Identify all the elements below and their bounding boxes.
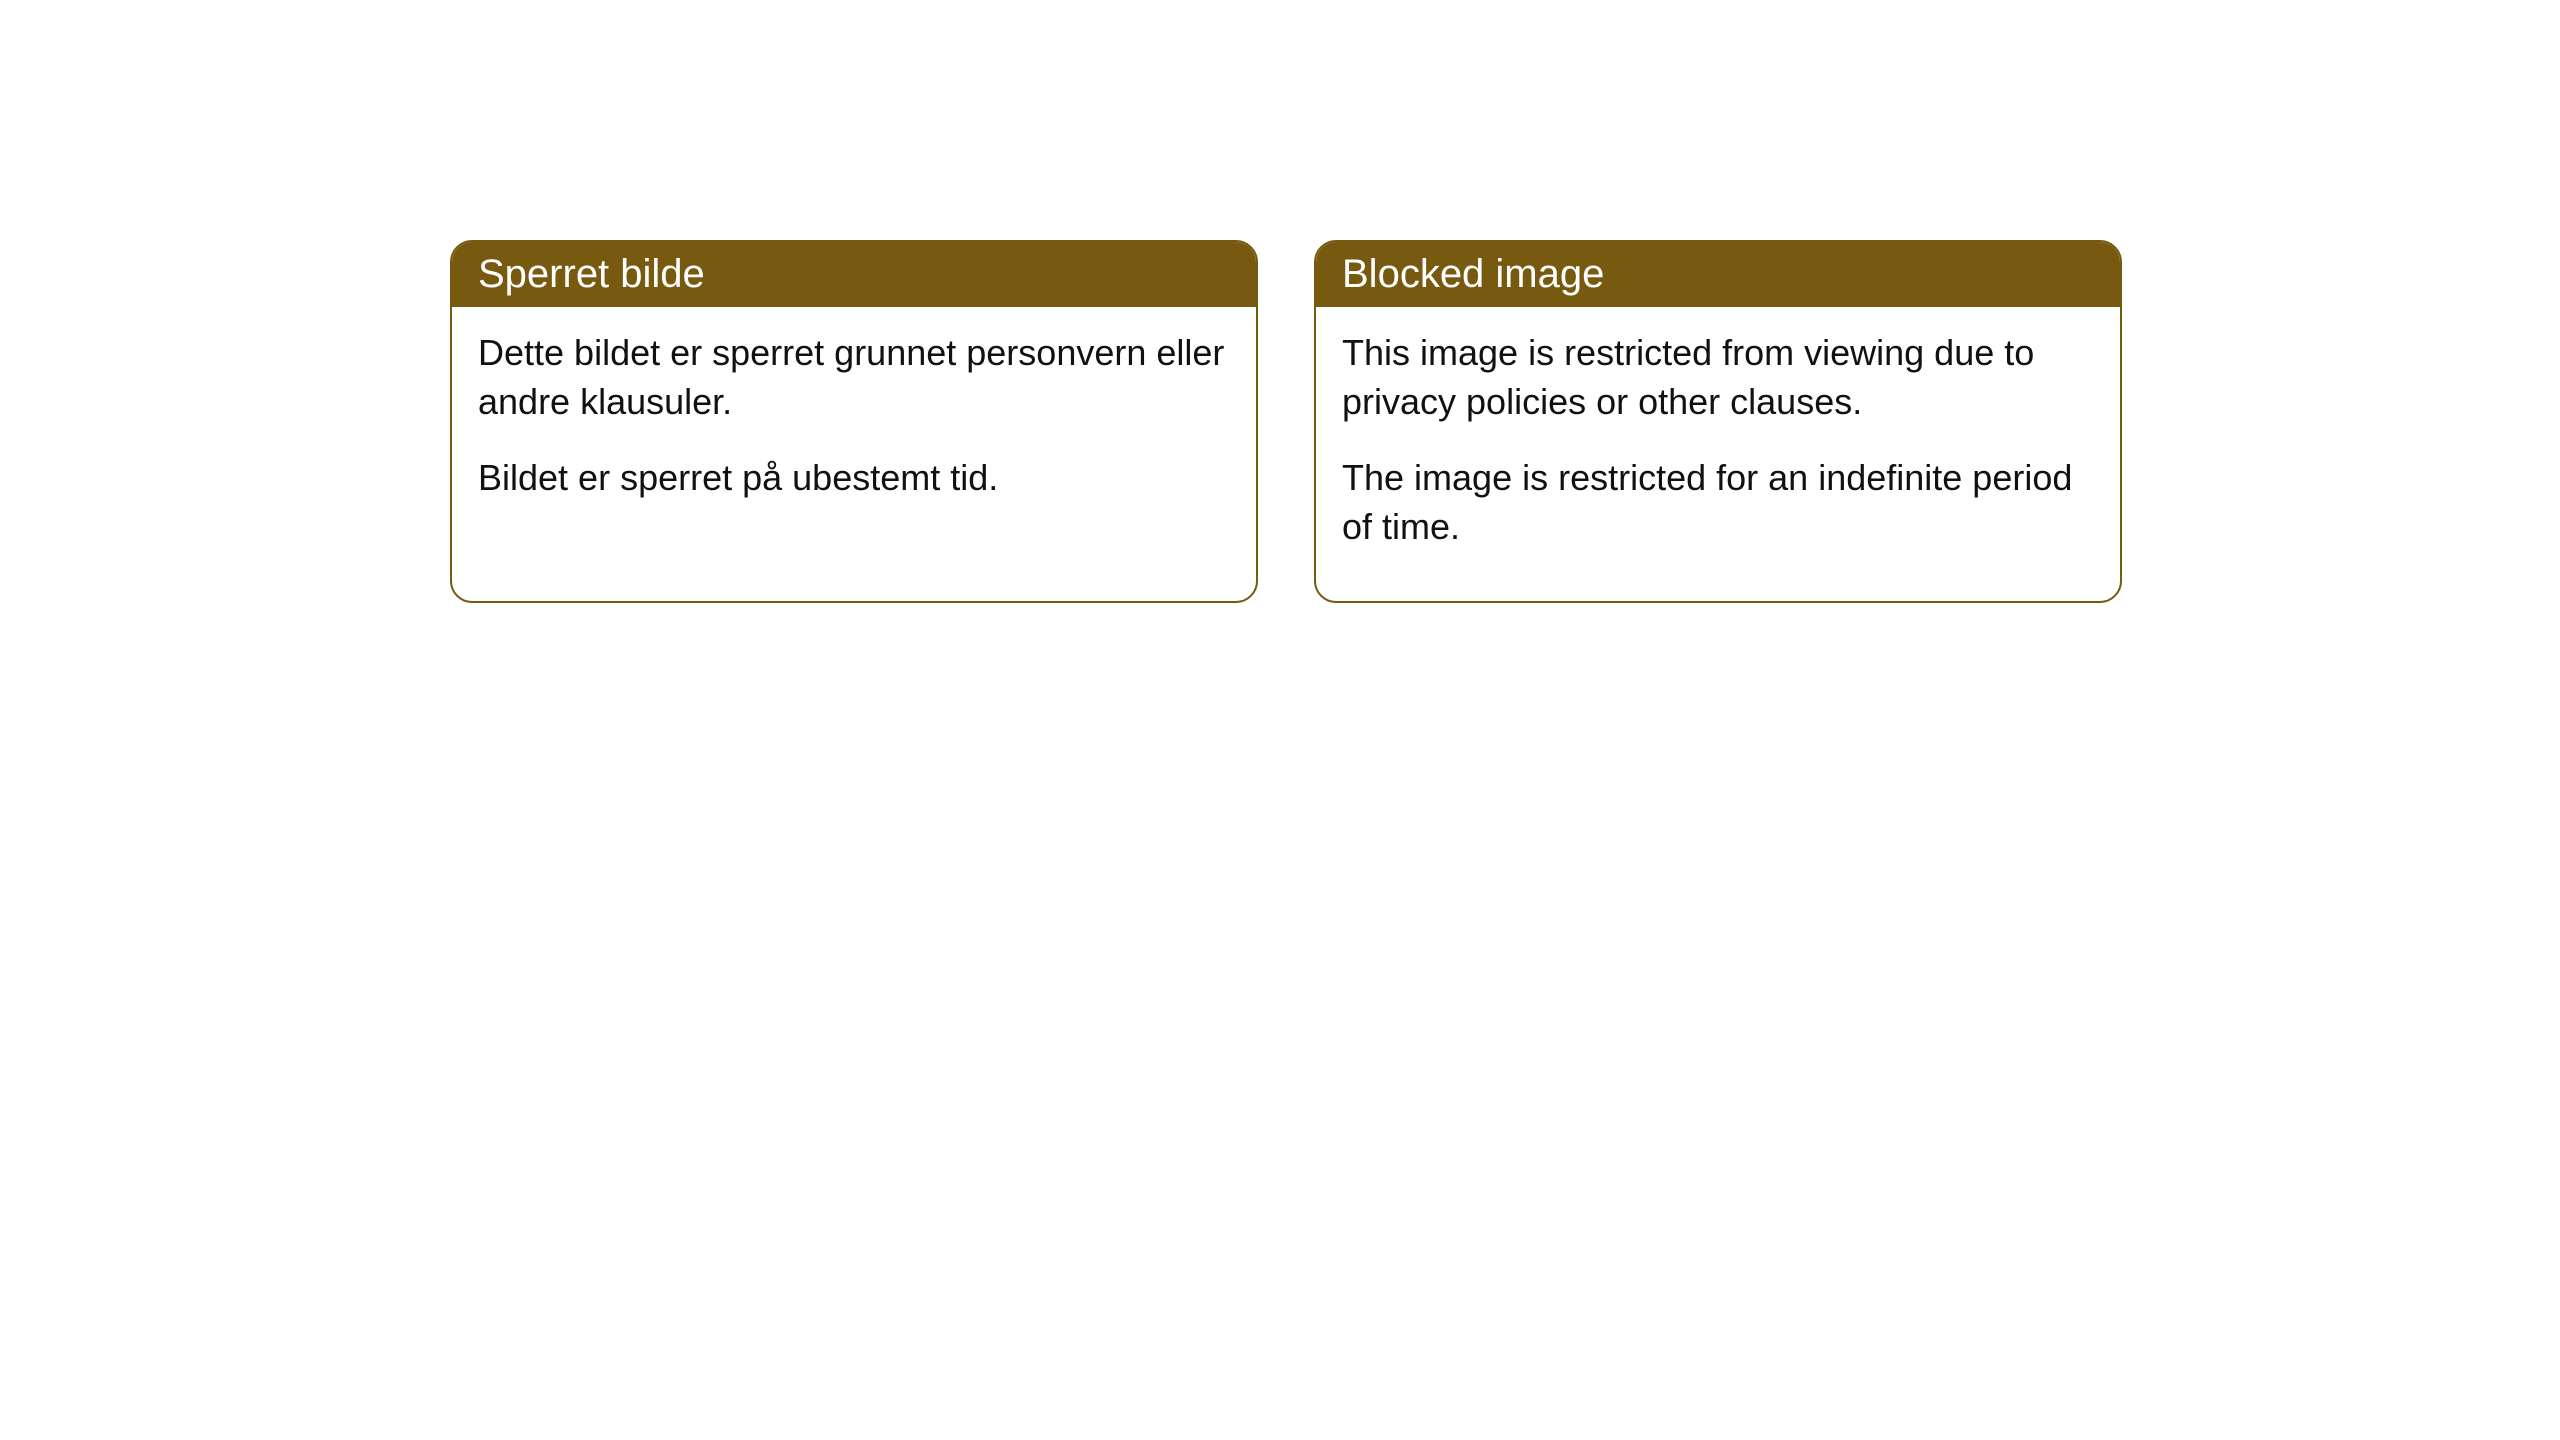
card-paragraph: Dette bildet er sperret grunnet personve… [478, 329, 1230, 426]
card-norwegian: Sperret bilde Dette bildet er sperret gr… [450, 240, 1258, 603]
card-header-english: Blocked image [1316, 242, 2120, 307]
card-english: Blocked image This image is restricted f… [1314, 240, 2122, 603]
card-body-english: This image is restricted from viewing du… [1316, 307, 2120, 601]
card-paragraph: This image is restricted from viewing du… [1342, 329, 2094, 426]
card-body-norwegian: Dette bildet er sperret grunnet personve… [452, 307, 1256, 553]
card-header-norwegian: Sperret bilde [452, 242, 1256, 307]
card-paragraph: Bildet er sperret på ubestemt tid. [478, 454, 1230, 503]
card-title: Sperret bilde [478, 252, 705, 296]
card-paragraph: The image is restricted for an indefinit… [1342, 454, 2094, 551]
cards-container: Sperret bilde Dette bildet er sperret gr… [450, 240, 2122, 603]
card-title: Blocked image [1342, 252, 1604, 296]
